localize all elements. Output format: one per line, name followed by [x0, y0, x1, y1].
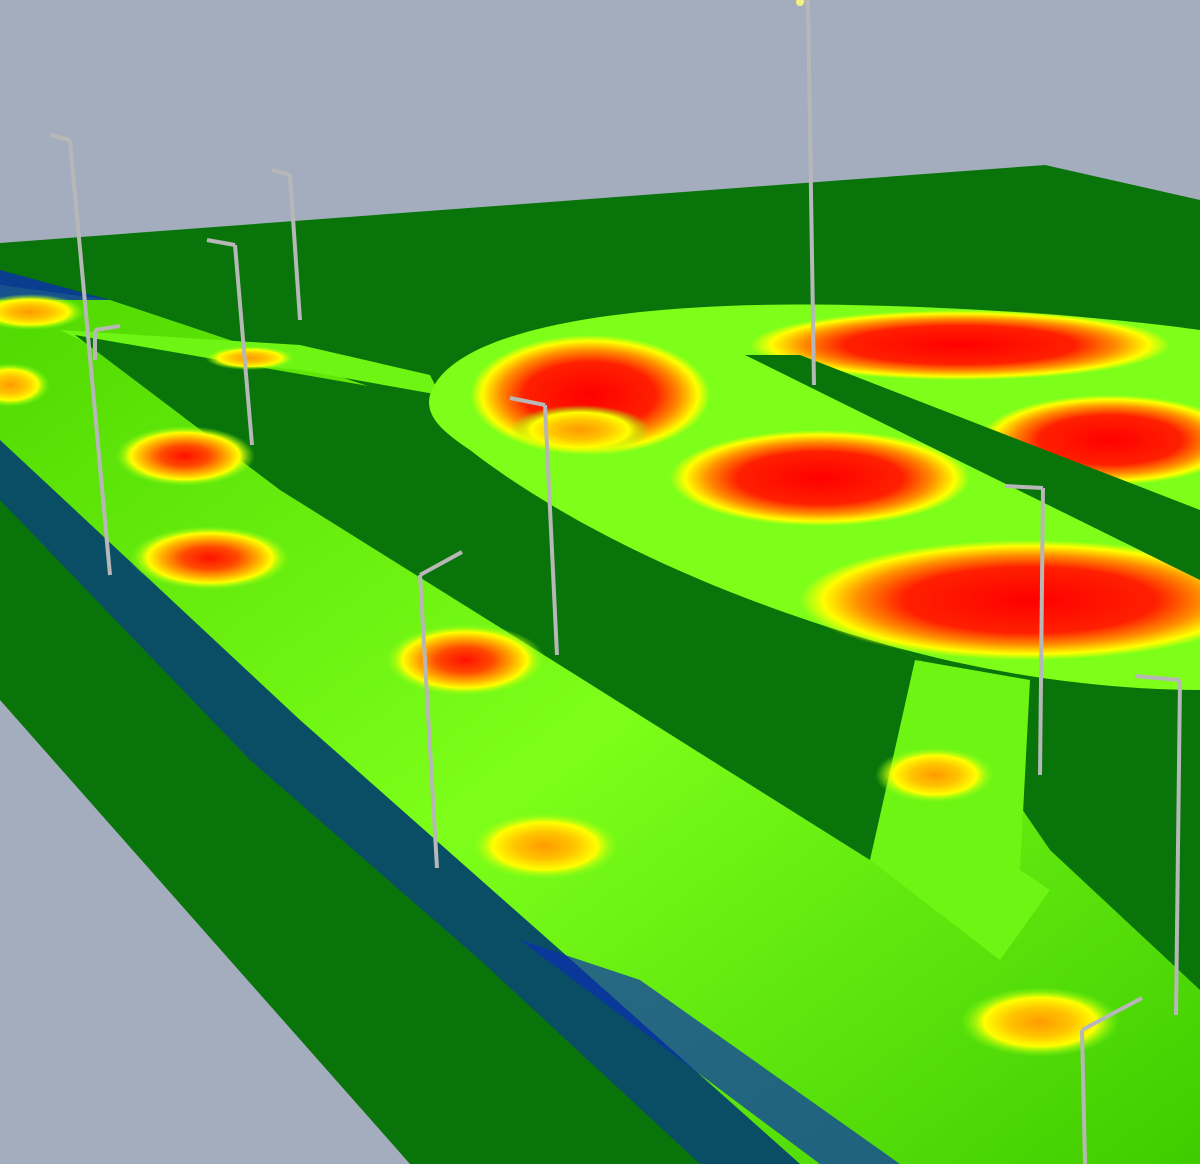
- light-pole-arm-2: [271, 168, 291, 177]
- light-pole-4: [806, 0, 816, 386]
- light-pole-arm-6: [419, 550, 463, 577]
- light-poles: [49, 0, 1182, 1164]
- light-pole-6: [418, 574, 439, 869]
- light-pole-arm-9: [1081, 996, 1143, 1032]
- light-pole-arm-7: [1004, 484, 1044, 490]
- light-pole-1: [68, 139, 112, 576]
- light-pole-arm-1: [49, 133, 71, 142]
- light-pole-2: [288, 174, 302, 321]
- light-pole-7: [1038, 487, 1045, 776]
- light-pole-arm-8: [1134, 674, 1181, 682]
- low-light-edge: [520, 940, 900, 1164]
- illuminance-hotspots: [0, 294, 1120, 1057]
- light-pole-8: [1174, 679, 1182, 1016]
- light-pole-5: [543, 404, 559, 656]
- connector-road: [870, 660, 1050, 960]
- light-pole-9: [1080, 1029, 1087, 1164]
- lamp-head: [796, 0, 804, 6]
- light-pole-arm-3: [206, 238, 236, 247]
- parking-area: [429, 304, 1200, 690]
- service-lane-divider: [745, 355, 1200, 580]
- light-pole-arm-5: [509, 396, 546, 407]
- light-pole-3: [233, 244, 254, 446]
- median-strip: [75, 335, 920, 860]
- light-pole-arm-10: [94, 324, 121, 332]
